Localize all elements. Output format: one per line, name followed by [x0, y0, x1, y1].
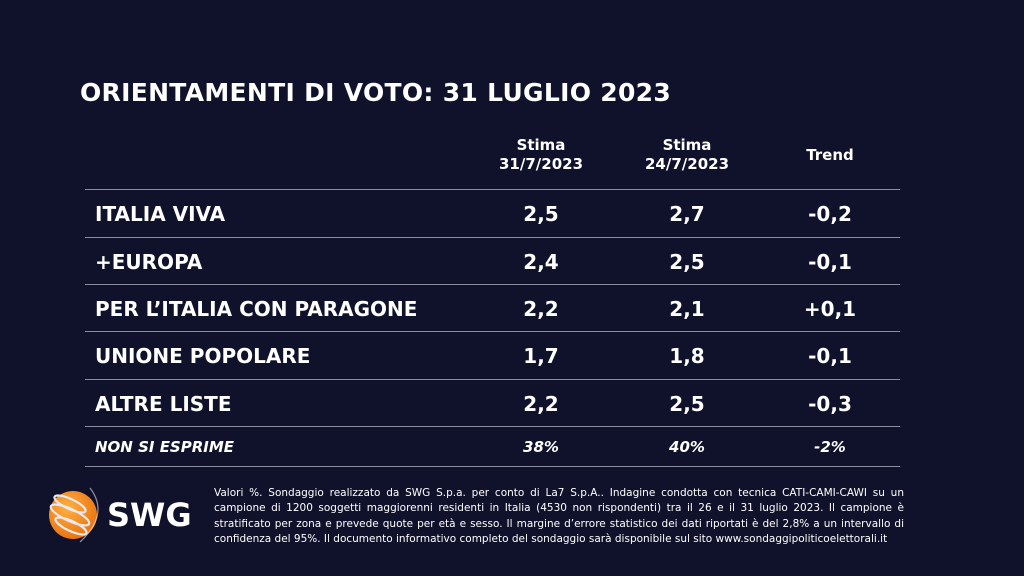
trend-value: +0,1 — [803, 296, 857, 321]
header-label: Stima — [516, 136, 566, 154]
swg-logo: SWG — [40, 484, 200, 544]
current-value: 2,2 — [523, 296, 559, 321]
header-label: Stima — [662, 136, 712, 154]
table-row: NON SI ESPRIME 38% 40% -2% — [85, 427, 900, 467]
current-value: 38% — [523, 438, 559, 456]
party-name: PER L’ITALIA CON PARAGONE — [95, 296, 418, 321]
previous-value: 1,8 — [669, 343, 705, 368]
table-row: PER L’ITALIA CON PARAGONE 2,2 2,1 +0,1 — [85, 285, 900, 332]
party-name: ITALIA VIVA — [95, 201, 226, 226]
table-row: +EUROPA 2,4 2,5 -0,1 — [85, 238, 900, 285]
header-date: 24/7/2023 — [644, 155, 730, 173]
divider — [85, 379, 900, 380]
divider — [85, 284, 900, 285]
header-trend: Trend — [806, 146, 854, 164]
previous-value: 40% — [669, 438, 705, 456]
current-value: 1,7 — [523, 343, 559, 368]
current-value: 2,2 — [523, 391, 559, 416]
logo-text: SWG — [107, 496, 192, 534]
current-value: 2,4 — [523, 249, 559, 274]
party-name: NON SI ESPRIME — [95, 438, 235, 456]
header-previous-estimate: Stima 24/7/2023 — [617, 136, 757, 174]
party-name: ALTRE LISTE — [95, 391, 232, 416]
trend-value: -0,2 — [808, 201, 852, 226]
divider — [85, 331, 900, 332]
divider — [85, 466, 900, 467]
header-current-estimate: Stima 31/7/2023 — [471, 136, 611, 174]
trend-value: -0,1 — [808, 343, 852, 368]
party-name: +EUROPA — [95, 249, 203, 274]
previous-value: 2,1 — [669, 296, 705, 321]
page-title: ORIENTAMENTI DI VOTO: 31 LUGLIO 2023 — [80, 78, 672, 107]
divider — [85, 237, 900, 238]
table-row: ITALIA VIVA 2,5 2,7 -0,2 — [85, 190, 900, 237]
previous-value: 2,5 — [669, 391, 705, 416]
table-row: UNIONE POPOLARE 1,7 1,8 -0,1 — [85, 332, 900, 379]
divider — [85, 189, 900, 190]
divider — [85, 426, 900, 427]
party-name: UNIONE POPOLARE — [95, 343, 311, 368]
methodology-note: Valori %. Sondaggio realizzato da SWG S.… — [214, 487, 904, 545]
table-row: ALTRE LISTE 2,2 2,5 -0,3 — [85, 380, 900, 427]
trend-value: -2% — [814, 438, 846, 456]
previous-value: 2,5 — [669, 249, 705, 274]
trend-value: -0,3 — [808, 391, 852, 416]
header-date: 31/7/2023 — [498, 155, 584, 173]
trend-value: -0,1 — [808, 249, 852, 274]
current-value: 2,5 — [523, 201, 559, 226]
previous-value: 2,7 — [669, 201, 705, 226]
globe-icon — [49, 487, 99, 543]
